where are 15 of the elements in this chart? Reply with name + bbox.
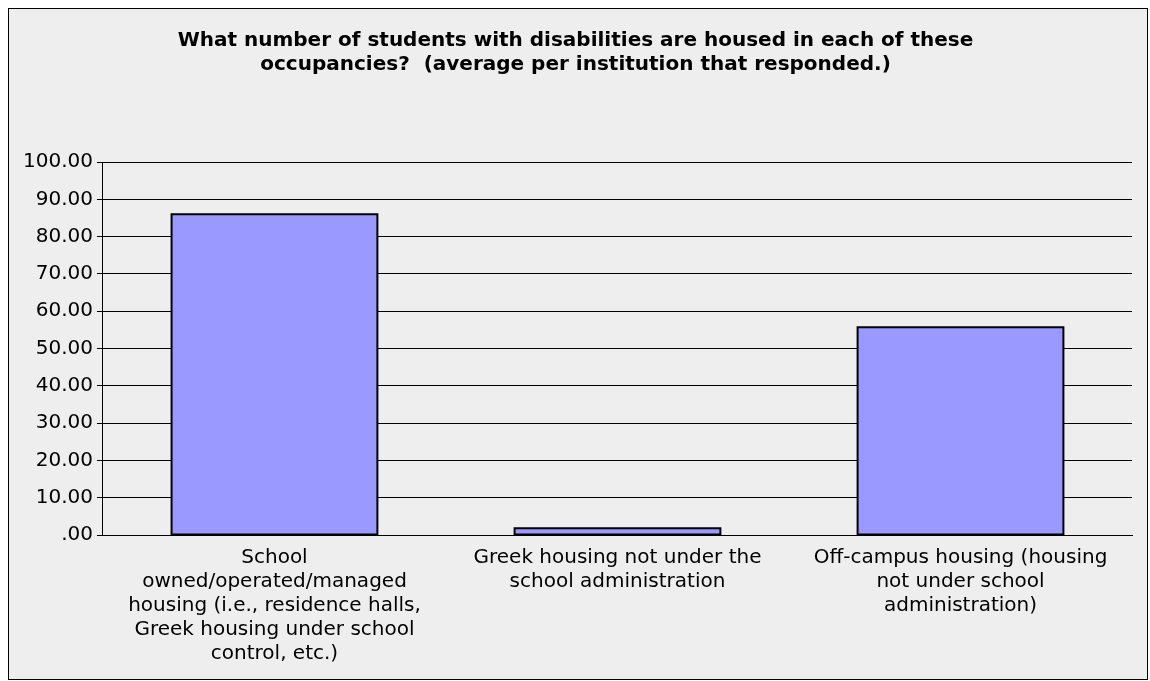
x-tick-label: Greek housing not under the school administration bbox=[473, 544, 762, 593]
x-tick-label: Off-campus housing (housing not under school administration) bbox=[813, 544, 1108, 617]
y-tick-label: 10.00 bbox=[35, 483, 93, 508]
y-tick-label: 20.00 bbox=[35, 446, 93, 471]
x-tick-label: School owned/operated/managed housing (i.e., residence halls, Greek housing under school control, etc.) bbox=[128, 544, 421, 665]
y-tick-label: 50.00 bbox=[35, 334, 93, 359]
y-tick-label: .00 bbox=[61, 521, 93, 546]
y-tick-label: 40.00 bbox=[35, 372, 93, 396]
chart-title: What number of students with disabilities are housed in each of these occupancies? (average per institution that responded.) bbox=[177, 27, 974, 76]
y-tick-label: 80.00 bbox=[35, 222, 93, 247]
y-tick-label: 90.00 bbox=[35, 185, 93, 210]
y-tick-label: 60.00 bbox=[35, 297, 93, 322]
y-tick-label: 100.00 bbox=[23, 148, 93, 173]
y-tick-label: 30.00 bbox=[35, 409, 93, 434]
y-tick-label: 70.00 bbox=[35, 260, 93, 285]
